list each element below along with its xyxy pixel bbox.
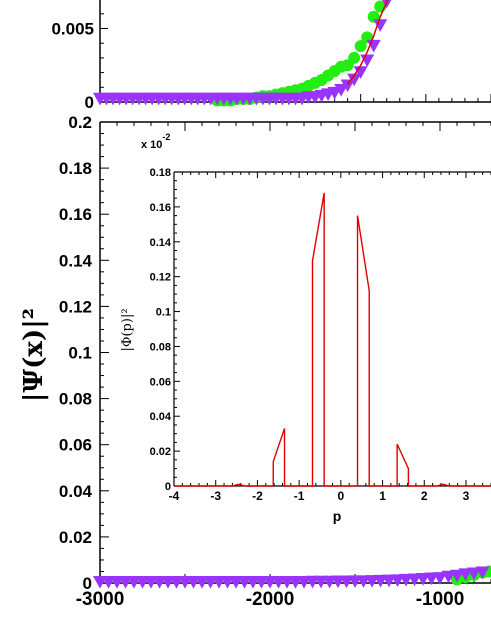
top-purple-point bbox=[373, 19, 388, 32]
inset-y-tick-label: 0.14 bbox=[150, 237, 172, 249]
inset-x-tick-label: 3 bbox=[463, 489, 470, 503]
main-purple-point bbox=[467, 567, 481, 581]
main-y-tick-label: 0.04 bbox=[59, 482, 93, 501]
inset-y-tick-label: 0.04 bbox=[150, 411, 172, 423]
main-x-tick-label: -3000 bbox=[76, 589, 125, 610]
inset-x-axis-label: p bbox=[333, 508, 342, 524]
inset-multiplier: x 10-2 bbox=[141, 132, 170, 151]
top-red-series-line bbox=[347, 0, 388, 85]
main-purple-point bbox=[407, 573, 422, 587]
main-purple-point bbox=[441, 570, 456, 584]
inset-x-tick-label: 1 bbox=[379, 489, 386, 503]
top-y-tick-label: 0 bbox=[85, 93, 94, 112]
inset-y-axis-label-text: |Φ(p)|² bbox=[120, 308, 135, 351]
main-purple-point bbox=[450, 569, 464, 583]
top-y-tick-label: 0.005 bbox=[51, 20, 94, 39]
top-green-point bbox=[354, 40, 367, 53]
inset-momentum-line bbox=[174, 192, 491, 487]
top-green-point bbox=[348, 51, 361, 64]
main-y-tick-label: 0.06 bbox=[59, 436, 92, 455]
main-panel: 00.020.040.060.080.10.120.140.160.180.2-… bbox=[59, 113, 491, 610]
top-purple-point bbox=[347, 73, 362, 87]
main-y-tick-label: 0.02 bbox=[59, 528, 92, 547]
top-purple-point bbox=[334, 83, 349, 97]
main-purple-point bbox=[390, 574, 405, 587]
inset-x-tick-label: 2 bbox=[421, 489, 428, 503]
main-y-tick-label: 0 bbox=[83, 574, 92, 593]
main-y-axis-label-text: |Ψ(x)|² bbox=[19, 308, 49, 402]
main-y-axis-label: |Ψ(x)|² bbox=[19, 308, 49, 402]
main-purple-point bbox=[433, 572, 447, 585]
inset-panel: 0 0.02 0.04 0.06 0.08 0.1 0.12 0.14 0.16 0.18 -4 -3… bbox=[150, 167, 491, 503]
main-y-tick-label: 0.16 bbox=[59, 205, 92, 224]
inset-y-tick-label: 0.16 bbox=[150, 202, 171, 214]
inset-y-tick-label: 0.06 bbox=[150, 376, 171, 388]
inset-y-tick-label: 0 bbox=[165, 481, 171, 493]
inset-background bbox=[174, 172, 491, 486]
inset-x-tick-label: -1 bbox=[294, 489, 305, 503]
main-y-tick-label: 0.2 bbox=[68, 113, 92, 132]
main-purple-point bbox=[424, 572, 439, 586]
main-purple-point bbox=[475, 566, 490, 580]
main-purple-point bbox=[416, 573, 430, 586]
main-y-tick-label: 0.08 bbox=[59, 390, 92, 409]
inset-x-tick-label: -2 bbox=[252, 489, 263, 503]
main-x-tick-label: -1000 bbox=[416, 589, 465, 610]
top-purple-point bbox=[340, 79, 355, 93]
inset-y-tick-label: 0.18 bbox=[150, 167, 171, 179]
main-y-tick-label: 0.12 bbox=[59, 297, 92, 316]
inset-multiplier-exponent: -2 bbox=[162, 132, 170, 142]
inset-x-tick-label: 0 bbox=[337, 489, 344, 503]
inset-x-tick-label: -4 bbox=[169, 489, 180, 503]
inset-x-tick-label: -3 bbox=[210, 489, 221, 503]
main-purple-point bbox=[458, 568, 473, 582]
inset-y-tick-label: 0.1 bbox=[156, 307, 171, 319]
inset-y-tick-label: 0.12 bbox=[150, 272, 171, 284]
inset-y-axis-label: |Φ(p)|² bbox=[120, 308, 135, 351]
main-y-tick-label: 0.1 bbox=[68, 344, 92, 363]
inset-y-tick-label: 0.02 bbox=[150, 446, 171, 458]
top-purple-point bbox=[382, 0, 392, 9]
main-y-tick-label: 0.18 bbox=[59, 159, 92, 178]
inset-multiplier-base: x 10 bbox=[141, 139, 162, 151]
main-purple-point bbox=[399, 573, 413, 587]
inset-y-tick-label: 0.08 bbox=[150, 341, 171, 353]
main-x-tick-label: -2000 bbox=[246, 589, 295, 610]
main-y-tick-label: 0.14 bbox=[59, 251, 93, 270]
